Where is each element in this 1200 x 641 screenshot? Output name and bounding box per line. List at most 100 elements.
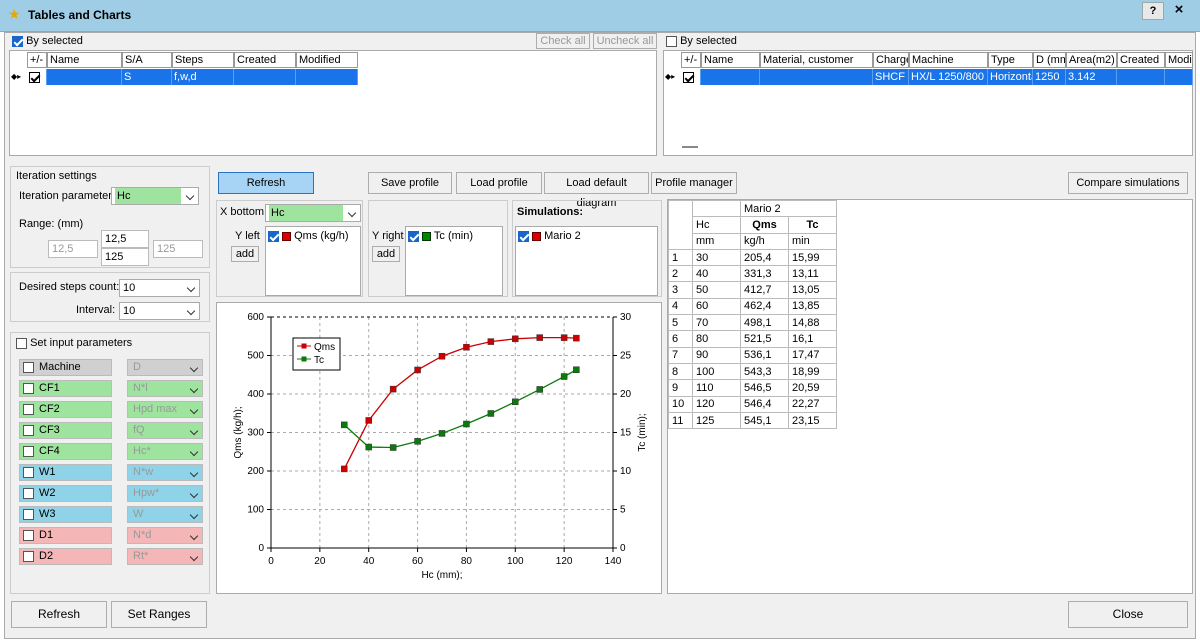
simulation-item[interactable]: Mario 2 [518, 230, 581, 242]
rcol-charge[interactable]: Charge [873, 52, 909, 68]
rrow-material[interactable] [760, 69, 873, 85]
table-row[interactable]: 10 120 546,4 22,27 [668, 395, 837, 413]
rrow-d[interactable]: 1250 [1033, 69, 1066, 85]
param-tag-w2[interactable]: W2 [19, 485, 112, 502]
table-row[interactable]: 3 50 412,7 13,05 [668, 281, 837, 299]
rrow-charge[interactable]: SHCF [873, 69, 909, 85]
param-tag-d1[interactable]: D1 [19, 527, 112, 544]
splitter-handle[interactable] [682, 146, 698, 148]
rrow-machine[interactable]: HX/L 1250/800 [909, 69, 988, 85]
profile-manager-button[interactable]: Profile manager [651, 172, 737, 194]
rrow-name[interactable] [701, 69, 760, 85]
rcol-type[interactable]: Type [988, 52, 1033, 68]
rcol-name[interactable]: Name [701, 52, 760, 68]
table-row[interactable]: 4 60 462,4 13,85 [668, 297, 837, 316]
col-steps[interactable]: Steps [172, 52, 234, 68]
table-row[interactable]: 7 90 536,1 17,47 [668, 346, 837, 364]
table-row[interactable]: 11 125 545,1 23,15 [668, 411, 837, 430]
left-by-selected[interactable]: By selected [12, 35, 83, 47]
load-profile-button[interactable]: Load profile [456, 172, 542, 194]
col-created[interactable]: Created [234, 52, 296, 68]
set-input-params-checkbox[interactable] [16, 337, 27, 349]
row-created[interactable] [234, 69, 296, 85]
param-tag-w1[interactable]: W1 [19, 464, 112, 481]
y-right-item-checkbox[interactable] [408, 230, 419, 242]
param-select-w3[interactable]: W [127, 506, 203, 523]
param-select-machine[interactable]: D [127, 359, 203, 376]
rcol-material[interactable]: Material, customer [760, 52, 873, 68]
param-select-d2[interactable]: Rt* [127, 548, 203, 565]
param-select-d1[interactable]: N*d [127, 527, 203, 544]
param-select-cf2[interactable]: Hpd max [127, 401, 203, 418]
param-checkbox[interactable] [23, 425, 34, 436]
compare-simulations-button[interactable]: Compare simulations [1068, 172, 1188, 194]
param-select-cf4[interactable]: Hc* [127, 443, 203, 460]
check-all-button[interactable]: Check all [536, 33, 590, 49]
col-toggle[interactable]: +/- [27, 52, 47, 68]
right-by-selected[interactable]: By selected [666, 35, 737, 47]
table-row[interactable]: 1 30 205,4 15,99 [668, 248, 837, 267]
range-to-input[interactable]: 125 [101, 248, 149, 266]
param-select-w1[interactable]: N*w [127, 464, 203, 481]
param-select-cf1[interactable]: N*l [127, 380, 203, 397]
y-left-add-button[interactable]: add [231, 246, 259, 262]
close-window-button[interactable]: × [1174, 1, 1184, 18]
col-sa[interactable]: S/A [122, 52, 172, 68]
set-input-params[interactable]: Set input parameters [16, 337, 132, 349]
param-checkbox[interactable] [23, 488, 34, 499]
range-from-input[interactable]: 12,5 [101, 230, 149, 248]
param-tag-machine[interactable]: Machine [19, 359, 112, 376]
y-left-item[interactable]: Qms (kg/h) [268, 230, 349, 242]
rrow-created[interactable] [1117, 69, 1165, 85]
table-row[interactable]: 5 70 498,1 14,88 [668, 314, 837, 332]
y-right-add-button[interactable]: add [372, 246, 400, 262]
param-checkbox[interactable] [23, 509, 34, 520]
param-checkbox[interactable] [23, 362, 34, 373]
param-tag-cf3[interactable]: CF3 [19, 422, 112, 439]
param-tag-cf1[interactable]: CF1 [19, 380, 112, 397]
param-checkbox[interactable] [23, 383, 34, 394]
rcol-d[interactable]: D (mm [1033, 52, 1066, 68]
help-button[interactable]: ? [1142, 2, 1164, 20]
y-left-item-checkbox[interactable] [268, 230, 279, 242]
rcol-modified[interactable]: Modif [1165, 52, 1193, 68]
left-by-selected-checkbox[interactable] [12, 35, 23, 47]
iteration-param-select[interactable]: Hc [111, 187, 199, 205]
param-tag-cf4[interactable]: CF4 [19, 443, 112, 460]
table-row[interactable]: 8 100 543,3 18,99 [668, 362, 837, 381]
x-bottom-select[interactable]: Hc [265, 204, 361, 222]
close-button[interactable]: Close [1068, 601, 1188, 628]
param-checkbox[interactable] [23, 467, 34, 478]
rcol-area[interactable]: Area(m2) [1066, 52, 1117, 68]
col-name[interactable]: Name [47, 52, 122, 68]
row-modified[interactable] [296, 69, 358, 85]
table-row[interactable]: 2 40 331,3 13,11 [668, 265, 837, 283]
set-ranges-button[interactable]: Set Ranges [111, 601, 207, 628]
rrow-area[interactable]: 3.142 [1066, 69, 1117, 85]
interval-select[interactable]: 10 [119, 302, 200, 320]
steps-select[interactable]: 10 [119, 279, 200, 297]
rcol-created[interactable]: Created [1117, 52, 1165, 68]
param-tag-w3[interactable]: W3 [19, 506, 112, 523]
load-default-diagram-button[interactable]: Load default diagram [544, 172, 649, 209]
rrow-modified[interactable] [1165, 69, 1193, 85]
row-checkbox[interactable] [683, 71, 694, 83]
param-tag-d2[interactable]: D2 [19, 548, 112, 565]
row-steps[interactable]: f,w,d [172, 69, 234, 85]
table-row[interactable]: 6 80 521,5 16,1 [668, 330, 837, 348]
row-name[interactable] [47, 69, 122, 85]
save-profile-button[interactable]: Save profile [368, 172, 452, 194]
refresh-button[interactable]: Refresh [11, 601, 107, 628]
param-checkbox[interactable] [23, 404, 34, 415]
param-select-w2[interactable]: Hpw* [127, 485, 203, 502]
rrow-type[interactable]: Horizonta [988, 69, 1033, 85]
right-by-selected-checkbox[interactable] [666, 35, 677, 47]
param-checkbox[interactable] [23, 530, 34, 541]
param-select-cf3[interactable]: fQ [127, 422, 203, 439]
simulation-checkbox[interactable] [518, 230, 529, 242]
param-checkbox[interactable] [23, 446, 34, 457]
rcol-toggle[interactable]: +/- [681, 52, 701, 68]
y-right-item[interactable]: Tc (min) [408, 230, 473, 242]
row-checkbox[interactable] [29, 71, 40, 83]
param-checkbox[interactable] [23, 551, 34, 562]
